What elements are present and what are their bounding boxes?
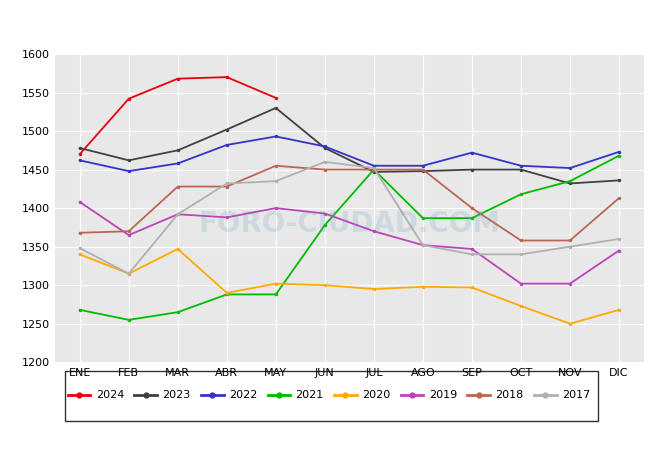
Text: Afiliados en Lloseta a 31/5/2024: Afiliados en Lloseta a 31/5/2024 xyxy=(192,16,458,34)
Text: 2020: 2020 xyxy=(362,390,391,400)
Text: 2017: 2017 xyxy=(562,390,590,400)
Text: 2018: 2018 xyxy=(495,390,524,400)
Text: 2024: 2024 xyxy=(96,390,124,400)
Text: http://www.foro-ciudad.com: http://www.foro-ciudad.com xyxy=(495,434,630,444)
Text: 2021: 2021 xyxy=(296,390,324,400)
Text: FORO-CIUDAD.COM: FORO-CIUDAD.COM xyxy=(198,210,500,238)
Text: 2023: 2023 xyxy=(162,390,190,400)
FancyBboxPatch shape xyxy=(65,371,598,421)
Text: 2019: 2019 xyxy=(429,390,457,400)
Text: 2022: 2022 xyxy=(229,390,257,400)
